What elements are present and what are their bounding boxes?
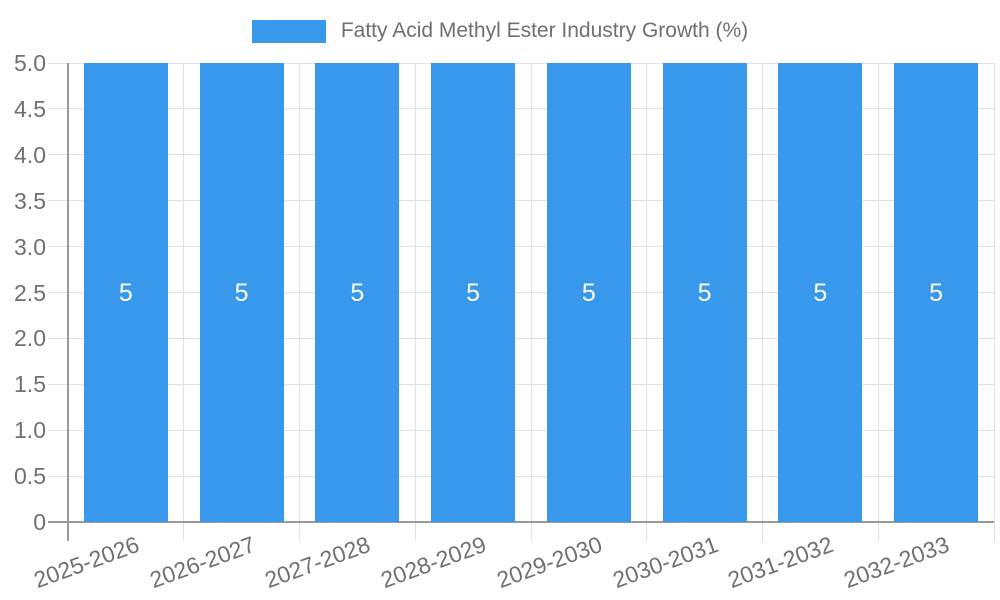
- gridline-y: [48, 154, 994, 156]
- x-axis-tick-label: 2028-2029: [377, 531, 490, 594]
- y-axis-tick-label: 0.5: [14, 463, 46, 490]
- gridline-x: [877, 63, 879, 541]
- bar[interactable]: 5: [662, 63, 747, 522]
- chart-legend: Fatty Acid Methyl Ester Industry Growth …: [0, 19, 1000, 43]
- bar-value-label: 5: [929, 278, 944, 307]
- gridline-x: [183, 63, 185, 541]
- gridline-y: [48, 62, 994, 64]
- gridline-x: [646, 63, 648, 541]
- bar-value-label: 5: [697, 278, 712, 307]
- y-axis-tick-label: 3.0: [14, 233, 46, 260]
- bar[interactable]: 5: [83, 63, 168, 522]
- gridline-y: [48, 200, 994, 202]
- y-axis-tick-label: 2.0: [14, 325, 46, 352]
- y-axis-line: [66, 63, 69, 541]
- gridline-y: [48, 337, 994, 339]
- y-axis-tick-label: 4.0: [14, 141, 46, 168]
- gridline-y: [48, 429, 994, 431]
- bar[interactable]: 5: [431, 63, 516, 522]
- gridline-x: [762, 63, 763, 541]
- gridline-y: [48, 383, 994, 385]
- bar-value-label: 5: [350, 278, 365, 307]
- y-axis-tick-label: 0: [33, 509, 46, 535]
- x-axis-tick-label: 2025-2026: [30, 531, 143, 594]
- x-axis-tick-label: 2031-2032: [724, 531, 837, 594]
- x-axis-tick-label: 2032-2033: [840, 531, 953, 594]
- x-axis-tick-label: 2030-2031: [608, 531, 722, 594]
- y-axis-tick-label: 5.0: [14, 50, 46, 76]
- y-axis-tick-label: 2.5: [14, 279, 46, 306]
- gridline-x: [530, 63, 532, 541]
- bar-value-label: 5: [466, 278, 481, 307]
- y-axis-tick-label: 4.5: [14, 95, 46, 122]
- bar[interactable]: 5: [894, 63, 979, 522]
- bar[interactable]: 5: [199, 63, 284, 522]
- gridline-y: [48, 475, 994, 477]
- x-axis-tick-label: 2026-2027: [145, 531, 259, 594]
- legend-swatch-icon: [251, 19, 326, 43]
- legend-label: Fatty Acid Methyl Ester Industry Growth …: [340, 19, 749, 42]
- bar-value-label: 5: [234, 278, 249, 307]
- bar-value-label: 5: [581, 278, 596, 307]
- legend-item[interactable]: Fatty Acid Methyl Ester Industry Growth …: [251, 19, 749, 43]
- x-axis-line: [48, 520, 994, 523]
- gridline-x: [414, 63, 416, 541]
- gridline-y: [48, 292, 994, 293]
- x-axis-tick-label: 2027-2028: [261, 531, 374, 594]
- bar[interactable]: 5: [315, 63, 400, 522]
- x-axis-tick-label: 2029-2030: [493, 531, 606, 594]
- bar[interactable]: 5: [546, 63, 631, 522]
- y-axis-tick-label: 1.0: [14, 417, 46, 444]
- bar-value-label: 5: [813, 278, 828, 307]
- bar-value-label: 5: [118, 278, 133, 307]
- bar[interactable]: 5: [778, 63, 863, 522]
- gridline-y: [48, 108, 994, 110]
- gridline-x: [993, 63, 995, 541]
- y-axis-tick-label: 3.5: [14, 187, 46, 214]
- gridline-y: [48, 246, 994, 248]
- gridline-x: [299, 63, 300, 541]
- y-axis-tick-label: 1.5: [14, 371, 46, 398]
